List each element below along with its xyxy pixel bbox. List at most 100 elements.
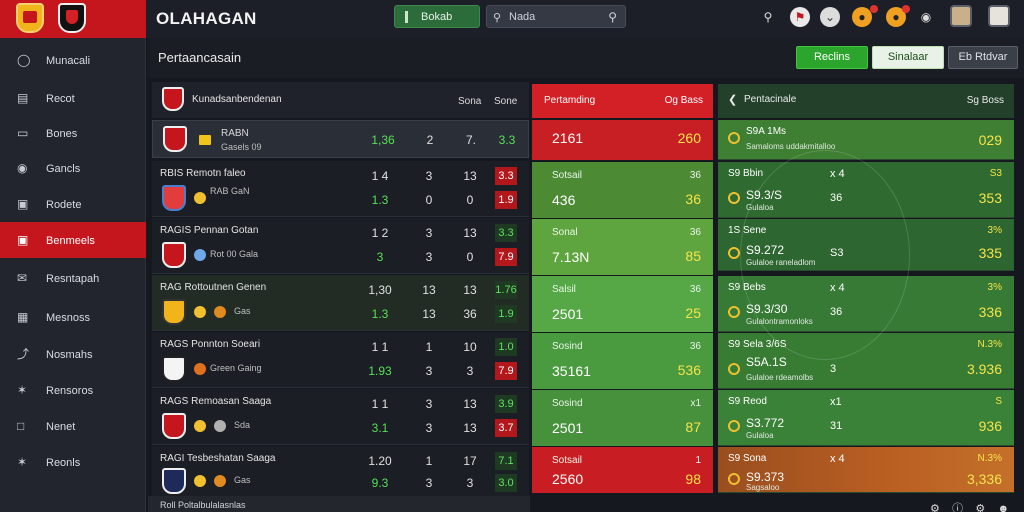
status-icon — [214, 306, 226, 318]
club-crest-icon — [162, 468, 186, 494]
arrow-left-icon[interactable]: ❮ — [728, 94, 738, 106]
table-header: Kunadsanbendenan Sona Sone — [152, 82, 529, 118]
stat-badge: 1.9 — [495, 305, 517, 323]
sidebar-item-benmeels[interactable]: ▣ Benmeels — [0, 222, 146, 258]
stats-header: ❮ Pentacinale Sg Boss — [718, 84, 1014, 118]
notification-icon[interactable]: ● — [852, 7, 872, 27]
alert-icon[interactable]: ● — [886, 7, 906, 27]
table-row[interactable]: RAGIS Pennan Gotan Rot 00 Gala 1 2 3 3 3… — [152, 218, 529, 274]
status-icon — [194, 249, 206, 261]
status-icon — [194, 475, 206, 487]
avatar[interactable] — [950, 5, 972, 27]
cell-value: S5A.1S — [746, 355, 787, 369]
stat-value: 1 — [425, 454, 433, 468]
sidebar-item-munacali[interactable]: ◯ Munacali — [0, 42, 146, 78]
stat-value: 1 1 — [371, 397, 389, 411]
stat-value: 3 — [466, 364, 474, 378]
coin-icon — [728, 132, 740, 144]
reclins-button[interactable]: Reclins — [796, 46, 868, 69]
eb-rtdvar-button[interactable]: Eb Rtdvar — [948, 46, 1018, 69]
cell-value: S3.772 — [746, 416, 785, 430]
performance-header-value: Og Bass — [664, 95, 703, 106]
stat-value: 3 — [425, 250, 433, 264]
search-submit-icon[interactable]: ⚲ — [608, 10, 617, 24]
stat-value: 3.1 — [371, 421, 389, 435]
cell-label: Sosind — [552, 398, 583, 409]
performance-cell[interactable]: Sosind 35161 36 536 — [532, 333, 713, 389]
performance-cell[interactable]: Sosind 2501 x1 87 — [532, 390, 713, 446]
performance-cell[interactable]: Salsil 2501 36 25 — [532, 276, 713, 332]
club-crest-icon — [162, 299, 186, 325]
team-sub: RAB GaN — [210, 186, 250, 196]
performance-cell[interactable]: Sotsail 2560 1 98 — [532, 447, 713, 493]
table-row[interactable]: RAGI Tesbeshatan Saaga Gas 1.20 9.3 1 3 … — [152, 446, 529, 498]
cell-label: Sotsail — [552, 455, 583, 466]
chevron-down-icon[interactable]: ⌄ — [820, 7, 840, 27]
performance-cell[interactable]: 2161 260 — [532, 120, 713, 160]
cell-sub: Gulaloa — [746, 431, 774, 440]
club-crest-icon — [162, 413, 186, 439]
table-row[interactable]: RAGS Ponnton Soeari Green Gaing 1 1 1.93… — [152, 332, 529, 388]
sidebar-item-bones[interactable]: ▭ Bones — [0, 115, 146, 151]
status-icon — [214, 420, 226, 432]
table-header-label: Kunadsanbendenan — [192, 94, 282, 105]
sidebar-item-nenet[interactable]: □ Nenet — [0, 408, 146, 444]
team-name: RBIS Remotn faleo — [160, 168, 246, 179]
status-icon — [194, 306, 206, 318]
table-row[interactable]: RAG Rottoutnen Genen Gas 1,30 1.3 13 13 … — [152, 275, 529, 331]
profile-avatar[interactable] — [988, 5, 1010, 27]
stat-value: 3.3 — [498, 133, 516, 147]
stats-cell[interactable]: S9 Sela 3/6S S5A.1S Gulaloe rdeamolbs 3 … — [718, 333, 1014, 389]
stat-value: 1 2 — [371, 226, 389, 240]
cell-label: S9 Bbin — [728, 168, 764, 179]
table-row[interactable]: RBIS Remotn faleo RAB GaN 1 4 1.3 3 0 13… — [152, 161, 529, 217]
sidebar-item-mesnoss[interactable]: ▦ Mesnoss — [0, 299, 146, 335]
settings-icon[interactable]: ⚙ — [975, 503, 986, 512]
club-crest-logo[interactable] — [16, 3, 44, 33]
stats-cell[interactable]: S9 Reod S3.772 Gulaloa x1 31 S 936 — [718, 390, 1014, 446]
stats-cell[interactable]: 1S Sene S9.272 Gulaloe raneladlom S3 3% … — [718, 219, 1014, 271]
sidebar-item-nosmahs[interactable]: ⤴ Nosmahs — [0, 336, 146, 372]
stat-value: 13 — [463, 226, 477, 240]
sidebar-item-rensoros[interactable]: ✶ Rensoros — [0, 372, 146, 408]
cell-right-label: 3% — [987, 225, 1002, 236]
sidebar-item-rodete[interactable]: ▣ Rodete — [0, 186, 146, 222]
stats-cell[interactable]: S9 Sona S9.373 Sagsaloo x 4 N.3% 3,336 — [718, 447, 1014, 493]
app-title: OLAHAGAN — [156, 9, 257, 28]
cell-multiplier: x 4 — [830, 453, 845, 465]
flag-icon[interactable]: ⚑ — [790, 7, 810, 27]
stat-value: 3 — [466, 476, 474, 490]
stats-cell[interactable]: S9 Bbin S9.3/S Gulaloa x 4 36 S3 353 — [718, 162, 1014, 218]
performance-cell[interactable]: Sonal 7.13N 36 85 — [532, 219, 713, 275]
performance-cell[interactable]: Sotsail 436 36 36 — [532, 162, 713, 218]
help-icon[interactable]: ⓘ — [952, 503, 964, 512]
sidebar-item-gancls[interactable]: ◉ Gancls — [0, 150, 146, 186]
cell-right-value: 936 — [978, 418, 1002, 434]
table-row[interactable]: RAGS Remoasan Saaga Sda 1 1 3.1 3 3 13 1… — [152, 389, 529, 445]
stats-cell[interactable]: S9 Bebs S9.3/30 Gulalontramonloks x 4 36… — [718, 276, 1014, 332]
stat-value: 3 — [425, 364, 433, 378]
sidebar-item-resntapah[interactable]: ✉ Resntapah — [0, 260, 146, 296]
sinalaar-button[interactable]: Sinalaar — [872, 46, 944, 69]
gear-icon[interactable]: ⚙ — [930, 503, 940, 512]
sidebar-item-reonls[interactable]: ✶ Reonls — [0, 444, 146, 480]
stats-cell[interactable]: S9A 1Ms Samaloms uddakmitalloo 029 — [718, 120, 1014, 160]
team-name: RAGI Tesbeshatan Saaga — [160, 453, 276, 464]
stat-badge: 3.9 — [495, 395, 517, 413]
sidebar: ◯ Munacali ▤ Recot ▭ Bones ◉ Gancls ▣ Ro… — [0, 38, 146, 512]
team-sub: Gasels 09 — [221, 142, 262, 152]
chat-icon[interactable]: ◉ — [920, 10, 932, 24]
cell-right-label: 36 — [689, 170, 701, 181]
search-input[interactable]: ⚲ Nada ⚲ — [486, 5, 626, 28]
cell-value: 7.13N — [552, 249, 590, 265]
search-icon[interactable]: ⚲ — [763, 10, 773, 24]
user-icon[interactable]: ☻ — [997, 503, 1010, 512]
table-row[interactable]: RABN Gasels 09 1,36 2 7. 3.3 — [152, 120, 529, 158]
club-crest-logo-secondary[interactable] — [58, 3, 86, 33]
mail-icon: ✉ — [17, 271, 28, 285]
stat-value: 3 — [425, 226, 433, 240]
top-action-button[interactable]: Bokab — [394, 5, 480, 28]
sidebar-item-recot[interactable]: ▤ Recot — [0, 80, 146, 116]
top-bar: OLAHAGAN Bokab ⚲ Nada ⚲ ⚲ ⚑ ⌄ ● ● ◉ — [0, 0, 1024, 38]
